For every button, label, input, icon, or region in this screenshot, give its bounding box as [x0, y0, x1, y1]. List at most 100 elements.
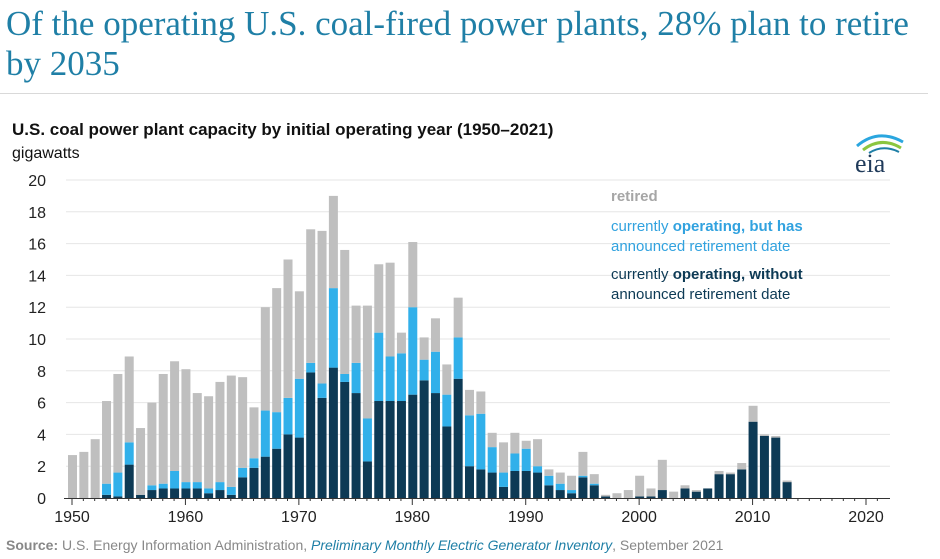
bar-without	[215, 490, 225, 498]
y-tick-label: 6	[37, 396, 46, 413]
bar-without	[226, 494, 236, 498]
bar-without	[192, 488, 202, 498]
bar-retired	[419, 337, 429, 360]
bar-retired	[782, 480, 792, 483]
bar-without	[748, 421, 758, 498]
y-axis-label: gigawatts	[12, 145, 80, 162]
bar-without	[725, 474, 735, 498]
y-tick-label: 16	[28, 237, 46, 254]
bar-without	[691, 491, 701, 498]
bar-announced	[396, 353, 406, 402]
bar-without	[771, 437, 781, 498]
bar-without	[578, 477, 588, 498]
bar-retired	[340, 249, 350, 374]
bar-retired	[737, 463, 747, 470]
bar-announced	[192, 482, 202, 489]
source-note: Source: U.S. Energy Information Administ…	[6, 537, 723, 553]
bar-announced	[181, 482, 191, 489]
bar-retired	[272, 288, 282, 413]
y-tick-label: 18	[28, 205, 46, 222]
bar-retired	[669, 491, 679, 498]
bar-retired	[759, 434, 769, 436]
x-tick-label: 2010	[735, 509, 771, 526]
bar-announced	[272, 412, 282, 449]
bar-retired	[465, 389, 474, 416]
bar-announced	[374, 332, 384, 402]
x-tick-label: 1980	[394, 509, 430, 526]
eia-logo-arc-1	[856, 134, 904, 148]
bar-announced	[385, 356, 395, 402]
bar-retired	[328, 195, 338, 289]
bar-announced	[226, 486, 236, 495]
bar-without	[646, 496, 656, 498]
bar-announced	[158, 483, 168, 489]
bar-announced	[555, 483, 565, 491]
bar-retired	[158, 373, 168, 484]
x-tick-label: 1990	[508, 509, 544, 526]
bar-retired	[283, 259, 293, 398]
bar-without	[442, 426, 452, 498]
bar-retired	[147, 402, 157, 486]
bar-retired	[521, 440, 531, 449]
bar-retired	[635, 475, 645, 497]
bar-announced	[544, 475, 554, 486]
bar-retired	[385, 262, 395, 357]
bar-retired	[680, 485, 690, 489]
bar-without	[340, 381, 350, 498]
bar-retired	[362, 305, 372, 419]
eia-logo-text: eia	[855, 149, 886, 176]
bar-without	[124, 464, 134, 498]
bar-without	[306, 372, 316, 498]
bar-without	[476, 469, 486, 498]
legend-announced-bold: operating, but has	[672, 218, 803, 235]
bar-announced	[147, 485, 157, 491]
bar-retired	[589, 474, 599, 484]
bar-announced	[113, 472, 123, 497]
bar-retired	[771, 435, 781, 438]
bar-announced	[487, 447, 497, 473]
bar-retired	[215, 381, 225, 483]
bar-announced	[317, 383, 327, 398]
bar-without	[714, 474, 724, 498]
bar-retired	[204, 396, 214, 489]
bar-announced	[533, 466, 543, 473]
bar-retired	[306, 229, 316, 363]
bar-retired	[351, 305, 361, 363]
eia-logo-arc-2	[862, 141, 902, 152]
bar-announced	[215, 482, 225, 491]
y-tick-label: 10	[28, 332, 46, 349]
bar-retired	[408, 242, 418, 308]
x-tick-label: 1950	[54, 509, 90, 526]
bar-without	[294, 437, 304, 498]
bar-without	[351, 393, 361, 498]
bar-without	[419, 380, 429, 498]
bar-retired	[567, 475, 577, 491]
bar-announced	[351, 362, 361, 394]
bar-without	[430, 393, 440, 498]
bar-retired	[68, 455, 77, 498]
bar-without	[158, 488, 168, 498]
bar-without	[487, 472, 497, 498]
headline: Of the operating U.S. coal-fired power p…	[6, 4, 909, 83]
bar-announced	[249, 458, 259, 468]
bar-without	[737, 469, 747, 498]
bar-retired	[623, 490, 633, 498]
legend-without-bold: operating, without	[672, 266, 803, 283]
bar-announced	[567, 490, 577, 494]
bar-without	[703, 488, 713, 498]
bar-announced	[306, 362, 316, 373]
bar-retired	[533, 439, 543, 467]
bar-announced	[578, 475, 588, 478]
bar-announced	[294, 378, 304, 438]
y-tick-label: 4	[37, 427, 46, 444]
bar-without	[408, 394, 418, 498]
bar-without	[635, 496, 645, 498]
bar-retired	[578, 451, 588, 476]
bar-without	[385, 401, 395, 498]
bar-without	[465, 466, 474, 498]
y-tick-label: 12	[28, 300, 46, 317]
legend-announced: currently operating, but has announced r…	[611, 217, 803, 257]
bar-without	[510, 470, 520, 498]
bar-announced	[430, 351, 440, 394]
